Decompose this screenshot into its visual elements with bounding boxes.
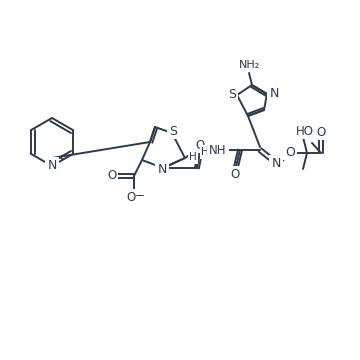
Text: O: O: [230, 167, 240, 180]
Text: S: S: [228, 87, 236, 100]
Text: N: N: [271, 157, 281, 170]
Text: O: O: [316, 126, 326, 139]
Text: H: H: [189, 152, 197, 162]
Text: HO: HO: [296, 125, 314, 138]
Text: N: N: [269, 86, 279, 99]
Text: NH: NH: [209, 144, 227, 157]
Text: N: N: [47, 158, 57, 171]
Text: S: S: [169, 125, 177, 138]
Text: O: O: [107, 168, 117, 181]
Text: O: O: [126, 190, 136, 203]
Text: O: O: [285, 145, 295, 158]
Text: NH₂: NH₂: [239, 60, 261, 70]
Text: +: +: [57, 153, 65, 162]
Text: O: O: [195, 139, 204, 152]
Text: −: −: [135, 189, 145, 202]
Text: N: N: [157, 162, 167, 176]
Text: H: H: [201, 147, 209, 157]
